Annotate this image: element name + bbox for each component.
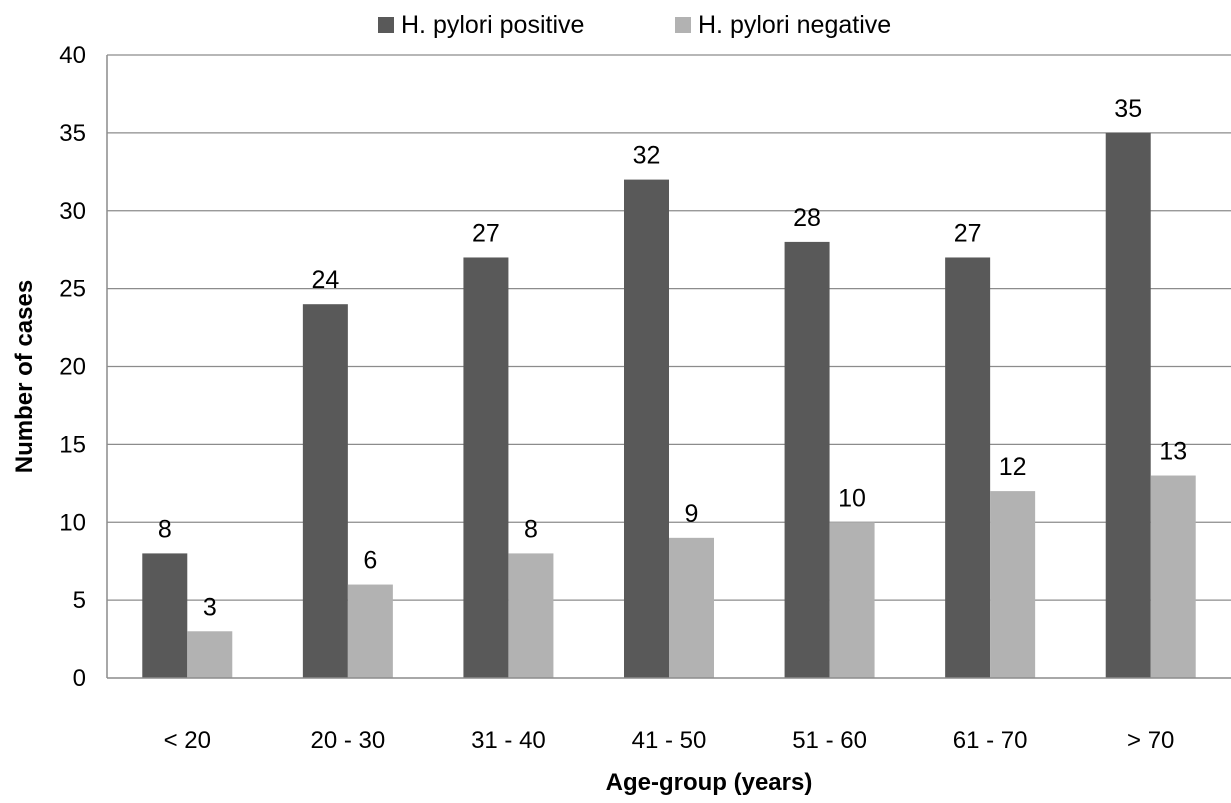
- bars: [142, 132, 1196, 678]
- data-labels: 8 3 24 6 27 8 32 9 28 10 27 12 35 13: [158, 95, 1187, 621]
- bar-positive: [624, 179, 669, 678]
- legend: H. pylori positive H. pylori negative: [378, 11, 891, 39]
- x-tick-label: 51 - 60: [792, 727, 867, 754]
- y-tick-label: 5: [73, 587, 86, 614]
- y-axis-title: Number of cases: [11, 280, 38, 473]
- bar-positive: [463, 257, 509, 678]
- legend-label: H. pylori negative: [698, 11, 891, 39]
- y-tick-label: 35: [59, 120, 86, 147]
- data-label: 24: [311, 266, 339, 294]
- x-tick-label: 31 - 40: [471, 727, 546, 754]
- bar-negative: [508, 553, 554, 678]
- legend-swatch: [675, 17, 691, 33]
- y-tick-label: 15: [59, 431, 86, 458]
- data-label: 10: [838, 484, 866, 512]
- data-label: 27: [472, 219, 500, 247]
- data-label: 28: [793, 204, 821, 232]
- y-tick-label: 10: [59, 509, 86, 536]
- data-label: 9: [685, 500, 699, 528]
- data-label: 27: [954, 219, 982, 247]
- data-label: 8: [158, 515, 172, 543]
- bar-positive: [302, 304, 348, 678]
- y-tick-label: 40: [59, 42, 86, 69]
- x-tick-label: < 20: [164, 727, 211, 754]
- data-label: 13: [1159, 438, 1187, 466]
- x-axis-title: Age-group (years): [606, 769, 813, 796]
- data-label: 8: [524, 515, 538, 543]
- data-label: 12: [999, 453, 1027, 481]
- y-tick-label: 0: [73, 665, 86, 692]
- data-label: 35: [1114, 95, 1142, 123]
- bar-positive: [784, 241, 830, 678]
- data-label: 3: [203, 593, 217, 621]
- x-tick-label: > 70: [1127, 727, 1174, 754]
- bar-negative: [829, 522, 875, 678]
- legend-label: H. pylori positive: [401, 11, 584, 39]
- data-label: 6: [363, 547, 377, 575]
- bar-negative: [347, 584, 393, 678]
- bar-positive: [1105, 132, 1151, 678]
- y-tick-label: 25: [59, 276, 86, 303]
- y-tick-label: 30: [59, 198, 86, 225]
- bar-negative: [990, 491, 1036, 678]
- x-axis-ticks: < 20 20 - 30 31 - 40 41 - 50 51 - 60 61 - 70 >…: [164, 727, 1175, 754]
- bar-negative: [669, 537, 714, 678]
- bar-positive: [142, 553, 188, 678]
- y-tick-label: 20: [59, 354, 86, 381]
- legend-swatch: [378, 17, 394, 33]
- x-tick-label: 41 - 50: [632, 727, 707, 754]
- bar-negative: [187, 631, 233, 678]
- x-tick-label: 20 - 30: [310, 727, 385, 754]
- bar-negative: [1150, 475, 1196, 678]
- data-label: 32: [633, 142, 661, 170]
- x-tick-label: 61 - 70: [953, 727, 1028, 754]
- y-axis-ticks: 0 5 10 15 20 25 30 35 40: [59, 42, 86, 692]
- bar-positive: [945, 257, 991, 678]
